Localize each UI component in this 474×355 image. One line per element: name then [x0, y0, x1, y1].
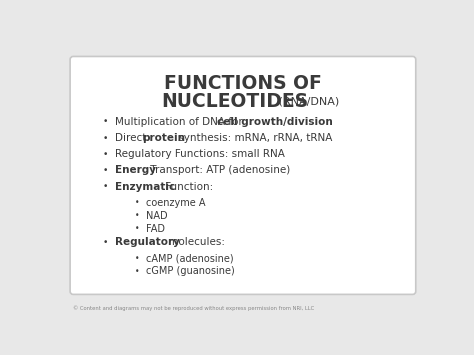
Text: FAD: FAD [146, 224, 165, 234]
Text: Enzymatic: Enzymatic [115, 182, 175, 192]
Text: protein: protein [142, 133, 185, 143]
Text: (RNA/DNA): (RNA/DNA) [275, 97, 339, 107]
Text: © Content and diagrams may not be reproduced without express permission from NRI: © Content and diagrams may not be reprod… [73, 305, 314, 311]
Text: •: • [135, 267, 139, 276]
Text: •: • [135, 254, 139, 263]
Text: Regulatory: Regulatory [115, 237, 180, 247]
Text: cAMP (adenosine): cAMP (adenosine) [146, 253, 234, 263]
Text: Energy: Energy [115, 165, 156, 175]
Text: FUNCTIONS OF: FUNCTIONS OF [164, 74, 322, 93]
Text: •: • [135, 198, 139, 207]
Text: •: • [103, 166, 109, 175]
Text: •: • [103, 118, 109, 126]
Text: •: • [135, 224, 139, 234]
Text: Transport: ATP (adenosine): Transport: ATP (adenosine) [147, 165, 290, 175]
Text: synthesis: mRNA, rRNA, tRNA: synthesis: mRNA, rRNA, tRNA [175, 133, 333, 143]
Text: Regulatory Functions: small RNA: Regulatory Functions: small RNA [115, 149, 285, 159]
Text: coenzyme A: coenzyme A [146, 198, 206, 208]
Text: cell growth/division: cell growth/division [217, 117, 332, 127]
Text: •: • [103, 150, 109, 159]
Text: •: • [103, 133, 109, 143]
Text: cGMP (guanosine): cGMP (guanosine) [146, 266, 235, 276]
Text: •: • [103, 182, 109, 191]
Text: molecules:: molecules: [165, 237, 225, 247]
Text: Direct: Direct [115, 133, 150, 143]
Text: •: • [135, 211, 139, 220]
Text: NUCLEOTIDES: NUCLEOTIDES [161, 92, 308, 111]
Text: NAD: NAD [146, 211, 168, 221]
Text: Function:: Function: [162, 182, 213, 192]
Text: •: • [103, 237, 109, 246]
Text: Multiplication of DNA for: Multiplication of DNA for [115, 117, 246, 127]
FancyBboxPatch shape [70, 56, 416, 294]
